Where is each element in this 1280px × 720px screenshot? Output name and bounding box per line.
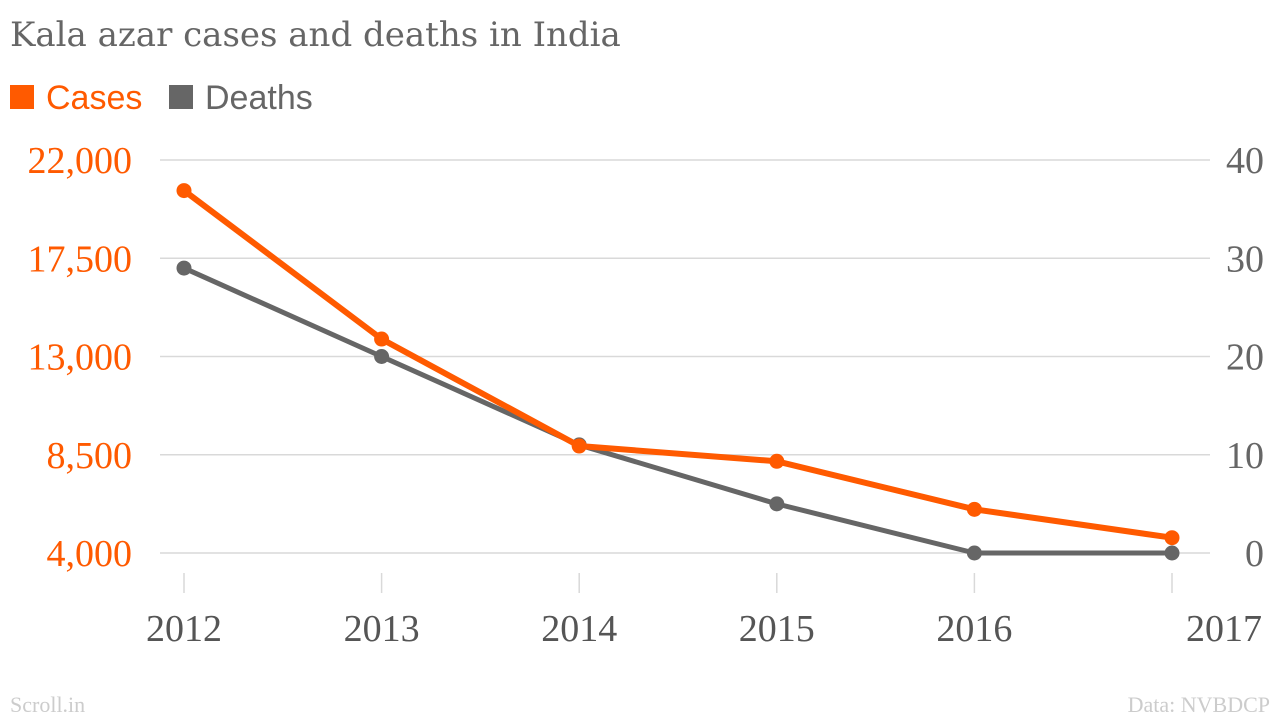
x-tick-label: 2016 — [936, 608, 1012, 650]
right-axis: 0 10 20 30 40 — [1226, 140, 1264, 575]
legend: Cases Deaths — [10, 79, 313, 117]
left-axis: 4,000 8,500 13,000 17,500 22,000 — [28, 140, 133, 575]
left-tick-label: 22,000 — [28, 140, 133, 182]
legend-label-cases: Cases — [46, 79, 142, 117]
data-point-cases — [176, 183, 192, 199]
x-tick-label: 2015 — [739, 608, 815, 650]
data-point-cases — [374, 331, 390, 347]
left-tick-label: 17,500 — [28, 238, 133, 280]
right-tick-label: 0 — [1245, 533, 1264, 575]
x-axis-ticks — [183, 573, 1173, 593]
left-tick-label: 4,000 — [47, 533, 133, 575]
gridlines — [160, 159, 1210, 554]
legend-label-deaths: Deaths — [205, 79, 313, 117]
x-tick-label: 2017 — [1186, 608, 1262, 650]
chart-title: Kala azar cases and deaths in India — [10, 15, 621, 55]
right-tick-label: 30 — [1226, 238, 1264, 280]
data-point-cases — [571, 438, 587, 454]
footer-data-source: Data: NVBDCP — [1128, 692, 1270, 717]
data-point-deaths — [1164, 545, 1180, 561]
right-tick-label: 20 — [1226, 337, 1264, 379]
left-tick-label: 8,500 — [47, 435, 133, 477]
footer-brand: Scroll.in — [10, 692, 85, 717]
data-point-cases — [966, 501, 982, 517]
legend-swatch-cases — [10, 85, 34, 109]
series-line-deaths — [181, 265, 1175, 556]
data-point-deaths — [966, 545, 982, 561]
x-tick-label: 2013 — [344, 608, 420, 650]
x-tick-label: 2012 — [146, 608, 222, 650]
series-line-cases — [181, 187, 1175, 541]
legend-swatch-deaths — [169, 85, 193, 109]
left-tick-label: 13,000 — [28, 337, 133, 379]
right-tick-label: 40 — [1226, 140, 1264, 182]
data-point-deaths — [176, 260, 192, 276]
data-point-deaths — [374, 349, 390, 364]
data-point-cases — [769, 453, 785, 469]
x-tick-label: 2014 — [541, 608, 617, 650]
right-tick-label: 10 — [1226, 435, 1264, 477]
data-point-deaths — [769, 496, 785, 512]
x-axis-labels: 2012 2013 2014 2015 2016 2017 — [146, 608, 1262, 650]
data-point-cases — [1164, 530, 1180, 546]
series — [176, 183, 1180, 561]
